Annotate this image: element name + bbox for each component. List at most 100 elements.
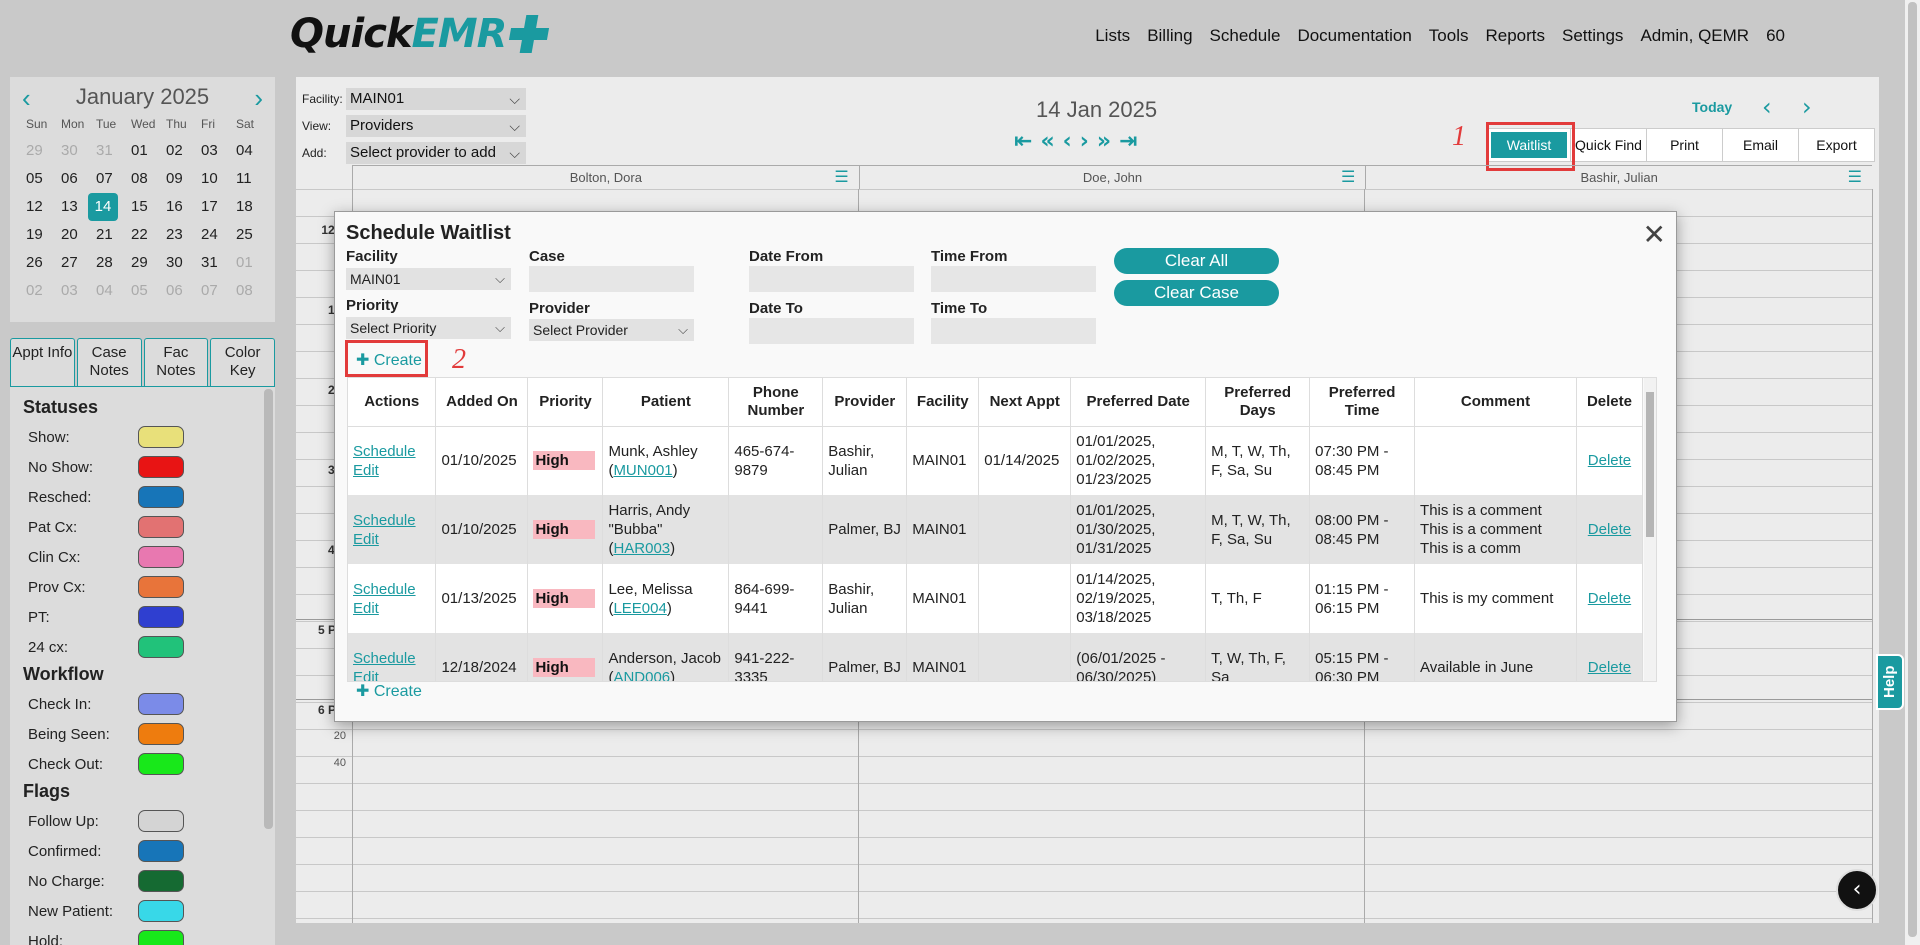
- calendar-day[interactable]: 27: [61, 254, 78, 271]
- page-scrollbar[interactable]: [1905, 0, 1920, 945]
- legend-scrollbar[interactable]: [264, 389, 273, 829]
- calendar-day[interactable]: 23: [166, 226, 183, 243]
- hamburger-menu-icon[interactable]: ☰: [1341, 169, 1356, 186]
- delete-link[interactable]: Delete: [1587, 521, 1632, 538]
- calendar-day[interactable]: 18: [236, 198, 253, 215]
- calendar-day[interactable]: 25: [236, 226, 253, 243]
- create-button-bottom[interactable]: ✚ Create: [356, 683, 422, 700]
- calendar-day[interactable]: 12: [26, 198, 43, 215]
- print-button[interactable]: Print: [1646, 129, 1722, 161]
- fast-back-icon[interactable]: «: [1040, 129, 1063, 154]
- email-button[interactable]: Email: [1722, 129, 1798, 161]
- calendar-day[interactable]: 20: [61, 226, 78, 243]
- nav-item-billing[interactable]: Billing: [1147, 26, 1193, 45]
- add-provider-select[interactable]: Select provider to add ⌵: [346, 141, 526, 164]
- calendar-day[interactable]: 01: [236, 254, 253, 271]
- last-icon[interactable]: ⇥: [1119, 129, 1146, 154]
- calendar-day[interactable]: 30: [61, 142, 78, 159]
- facility-select[interactable]: MAIN01 ⌵: [346, 87, 526, 110]
- clear-case-button[interactable]: Clear Case: [1114, 280, 1279, 306]
- calendar-day[interactable]: 31: [96, 142, 113, 159]
- calendar-day[interactable]: 19: [26, 226, 43, 243]
- calendar-day[interactable]: 07: [201, 282, 218, 299]
- edit-link[interactable]: Edit: [353, 461, 379, 479]
- quick-find-button[interactable]: Quick Find: [1570, 129, 1646, 161]
- calendar-day[interactable]: 02: [26, 282, 43, 299]
- nav-item-lists[interactable]: Lists: [1095, 26, 1131, 45]
- tab-appt-info[interactable]: Appt Info: [10, 338, 75, 386]
- create-button-top[interactable]: ✚ Create: [356, 352, 422, 369]
- back-icon[interactable]: ‹: [1062, 129, 1080, 154]
- nav-item-documentation[interactable]: Documentation: [1297, 26, 1412, 45]
- next-day-icon[interactable]: ›: [1802, 93, 1812, 121]
- calendar-day[interactable]: 08: [236, 282, 253, 299]
- schedule-link[interactable]: Schedule: [353, 511, 416, 529]
- calendar-day[interactable]: 29: [131, 254, 148, 271]
- calendar-day[interactable]: 30: [166, 254, 183, 271]
- calendar-day[interactable]: 07: [96, 170, 113, 187]
- calendar-day[interactable]: 26: [26, 254, 43, 271]
- patient-id-link[interactable]: HAR003: [613, 540, 671, 557]
- calendar-day[interactable]: 01: [131, 142, 148, 159]
- help-tab[interactable]: Help: [1876, 654, 1904, 710]
- prev-day-icon[interactable]: ‹: [1762, 93, 1772, 121]
- calendar-day[interactable]: 10: [201, 170, 218, 187]
- tab-fac-notes[interactable]: Fac Notes: [143, 338, 209, 386]
- nav-item-schedule[interactable]: Schedule: [1209, 26, 1281, 45]
- calendar-day[interactable]: 13: [61, 198, 78, 215]
- date-to-input[interactable]: [749, 318, 914, 344]
- quickemr-logo[interactable]: Quick EMR: [290, 8, 548, 60]
- schedule-link[interactable]: Schedule: [353, 580, 416, 598]
- case-input[interactable]: [529, 266, 694, 292]
- edit-link[interactable]: Edit: [353, 530, 379, 548]
- calendar-day[interactable]: 28: [96, 254, 113, 271]
- tab-case-notes[interactable]: Case Notes: [76, 338, 142, 386]
- close-icon[interactable]: ✕: [1642, 219, 1666, 250]
- provider-select[interactable]: Select Provider ⌵: [529, 319, 694, 341]
- calendar-day[interactable]: 03: [201, 142, 218, 159]
- view-select[interactable]: Providers ⌵: [346, 114, 526, 137]
- calendar-day[interactable]: 21: [96, 226, 113, 243]
- delete-link[interactable]: Delete: [1587, 590, 1632, 607]
- edit-link[interactable]: Edit: [353, 668, 379, 682]
- calendar-day[interactable]: 15: [131, 198, 148, 215]
- calendar-day[interactable]: 06: [166, 282, 183, 299]
- calendar-day[interactable]: 08: [131, 170, 148, 187]
- calendar-day[interactable]: 02: [166, 142, 183, 159]
- first-icon[interactable]: ⇤: [1014, 129, 1041, 154]
- delete-link[interactable]: Delete: [1587, 659, 1632, 676]
- table-scrollbar[interactable]: [1644, 378, 1656, 681]
- calendar-day[interactable]: 29: [26, 142, 43, 159]
- tab-color-key[interactable]: Color Key: [210, 338, 275, 386]
- date-from-input[interactable]: [749, 266, 914, 292]
- facility-select-modal[interactable]: MAIN01 ⌵: [346, 268, 511, 290]
- calendar-day[interactable]: 03: [61, 282, 78, 299]
- calendar-day[interactable]: 04: [96, 282, 113, 299]
- edit-link[interactable]: Edit: [353, 599, 379, 617]
- time-to-input[interactable]: [931, 318, 1096, 344]
- clear-all-button[interactable]: Clear All: [1114, 248, 1279, 274]
- schedule-link[interactable]: Schedule: [353, 649, 416, 667]
- calendar-day[interactable]: 06: [61, 170, 78, 187]
- calendar-day[interactable]: 31: [201, 254, 218, 271]
- fast-forward-icon[interactable]: »: [1096, 129, 1120, 154]
- calendar-day[interactable]: 04: [236, 142, 253, 159]
- calendar-day[interactable]: 05: [26, 170, 43, 187]
- nav-item-settings[interactable]: Settings: [1562, 26, 1624, 45]
- hamburger-menu-icon[interactable]: ☰: [834, 169, 849, 186]
- nav-item-tools[interactable]: Tools: [1428, 26, 1469, 45]
- patient-id-link[interactable]: LEE004: [613, 599, 667, 617]
- priority-select[interactable]: Select Priority ⌵: [346, 317, 511, 339]
- delete-link[interactable]: Delete: [1587, 452, 1632, 470]
- calendar-day[interactable]: 17: [201, 198, 218, 215]
- collapse-chevron-icon[interactable]: ‹: [1836, 869, 1878, 911]
- today-link[interactable]: Today: [1692, 99, 1733, 115]
- next-month-icon[interactable]: ›: [254, 83, 263, 113]
- schedule-link[interactable]: Schedule: [353, 442, 416, 460]
- nav-item-admin-qemr[interactable]: Admin, QEMR: [1640, 26, 1750, 45]
- calendar-day[interactable]: 05: [131, 282, 148, 299]
- hamburger-menu-icon[interactable]: ☰: [1847, 169, 1863, 186]
- time-from-input[interactable]: [931, 266, 1096, 292]
- calendar-day[interactable]: 09: [166, 170, 183, 187]
- export-button[interactable]: Export: [1798, 129, 1874, 161]
